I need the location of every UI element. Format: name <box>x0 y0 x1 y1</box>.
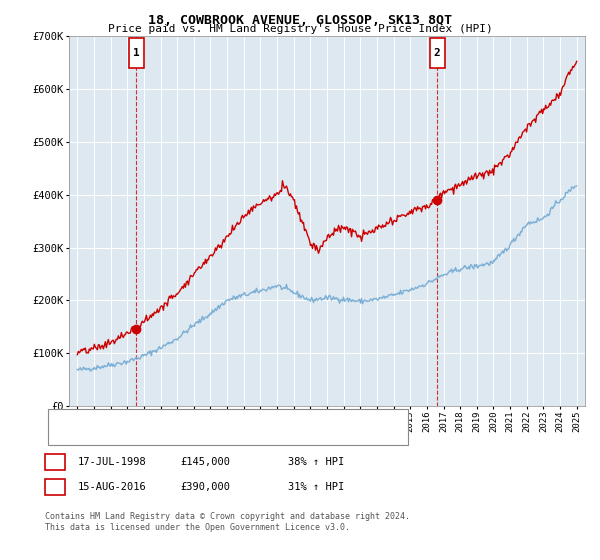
Text: HPI: Average price, detached house, High Peak: HPI: Average price, detached house, High… <box>87 431 352 441</box>
Text: 18, COWBROOK AVENUE, GLOSSOP, SK13 8QT: 18, COWBROOK AVENUE, GLOSSOP, SK13 8QT <box>148 14 452 27</box>
Text: £145,000: £145,000 <box>180 457 230 467</box>
Text: 18, COWBROOK AVENUE, GLOSSOP, SK13 8QT (detached house): 18, COWBROOK AVENUE, GLOSSOP, SK13 8QT (… <box>87 414 410 424</box>
Text: ─────: ───── <box>54 414 83 424</box>
Text: 17-JUL-1998: 17-JUL-1998 <box>78 457 147 467</box>
Text: 1: 1 <box>133 48 140 58</box>
Text: £390,000: £390,000 <box>180 482 230 492</box>
Bar <box>430 38 445 68</box>
Text: 1: 1 <box>52 457 58 467</box>
Text: 31% ↑ HPI: 31% ↑ HPI <box>288 482 344 492</box>
Text: 15-AUG-2016: 15-AUG-2016 <box>78 482 147 492</box>
Text: Price paid vs. HM Land Registry's House Price Index (HPI): Price paid vs. HM Land Registry's House … <box>107 24 493 34</box>
Text: 38% ↑ HPI: 38% ↑ HPI <box>288 457 344 467</box>
Text: ─────: ───── <box>54 431 83 441</box>
Text: Contains HM Land Registry data © Crown copyright and database right 2024.
This d: Contains HM Land Registry data © Crown c… <box>45 512 410 532</box>
Text: 2: 2 <box>434 48 440 58</box>
Bar <box>129 38 144 68</box>
Text: 2: 2 <box>52 482 58 492</box>
